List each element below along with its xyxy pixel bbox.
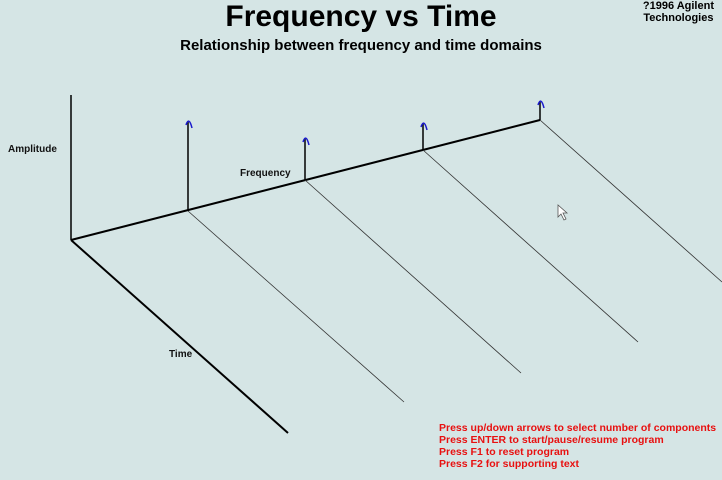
copyright: ?1996 Agilent Technologies (643, 0, 714, 24)
help-text: Press up/down arrows to select number of… (439, 422, 716, 470)
frequency-spikes (185, 100, 545, 211)
help-line: Press up/down arrows to select number of… (439, 422, 717, 434)
page-subtitle: Relationship between frequency and time … (180, 37, 542, 54)
help-line: Press F2 for supporting text (439, 458, 580, 470)
time-trace-2 (304, 179, 522, 374)
time-axis-label: Time (169, 349, 193, 360)
time-trace-1 (187, 210, 405, 403)
amplitude-axis-label: Amplitude (8, 144, 57, 155)
help-line: Press ENTER to start/pause/resume progra… (439, 434, 664, 446)
time-trace-4 (539, 119, 722, 283)
help-line: Press F1 to reset program (439, 446, 570, 458)
copyright-line1: ?1996 Agilent (642, 0, 714, 12)
time-trace-3 (422, 149, 639, 343)
mouse-cursor-icon (557, 204, 569, 221)
time-axis (70, 239, 289, 434)
spike-3 (420, 122, 428, 150)
spike-2 (302, 137, 310, 180)
page-title: Frequency vs Time (225, 0, 497, 33)
frequency-axis-label: Frequency (240, 168, 291, 179)
spike-1 (185, 120, 193, 211)
copyright-line2: Technologies (643, 12, 714, 24)
time-trace-lines (187, 119, 722, 403)
spike-4 (537, 100, 545, 120)
